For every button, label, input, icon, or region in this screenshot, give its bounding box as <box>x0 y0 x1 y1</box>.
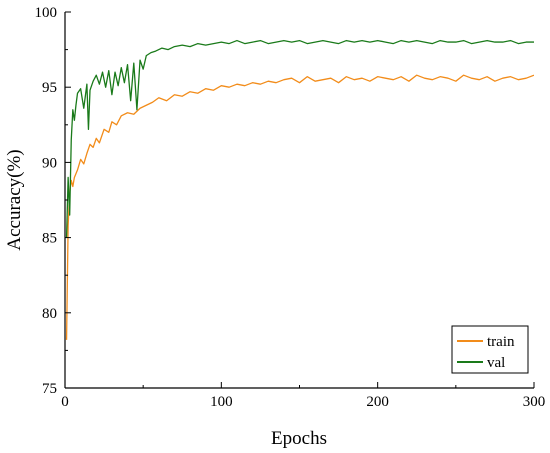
y-tick-label: 85 <box>42 231 57 247</box>
x-axis-title: Epochs <box>271 428 327 449</box>
series-line-train <box>65 74 534 340</box>
legend-label-val: val <box>487 355 505 371</box>
y-tick-label: 100 <box>35 5 58 21</box>
y-tick-label: 90 <box>42 155 57 171</box>
x-tick-label: 300 <box>523 394 546 410</box>
x-tick-label: 100 <box>210 394 233 410</box>
y-tick-label: 80 <box>42 306 57 322</box>
x-tick-label: 200 <box>366 394 389 410</box>
legend: train val <box>451 325 529 374</box>
legend-box <box>451 325 529 374</box>
legend-label-train: train <box>487 334 515 350</box>
series-line-val <box>65 39 534 238</box>
x-tick-label: 0 <box>61 394 69 410</box>
y-axis-title: Accuracy(%) <box>4 149 25 250</box>
y-tick-label: 95 <box>42 80 57 96</box>
y-tick-label: 75 <box>42 381 57 397</box>
